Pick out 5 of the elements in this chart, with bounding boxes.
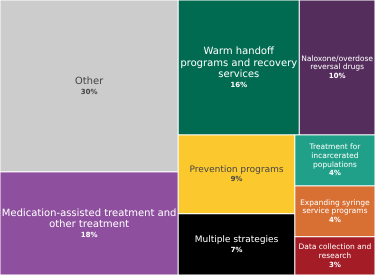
category-label: Prevention programs xyxy=(189,165,284,176)
category-label: Other xyxy=(74,76,104,88)
category-label: Multiple strategies xyxy=(194,235,278,246)
category-label: Warm handoff programs and recovery services xyxy=(179,46,298,81)
category-label: Medication-assisted treatment and other treatment xyxy=(1,208,178,231)
